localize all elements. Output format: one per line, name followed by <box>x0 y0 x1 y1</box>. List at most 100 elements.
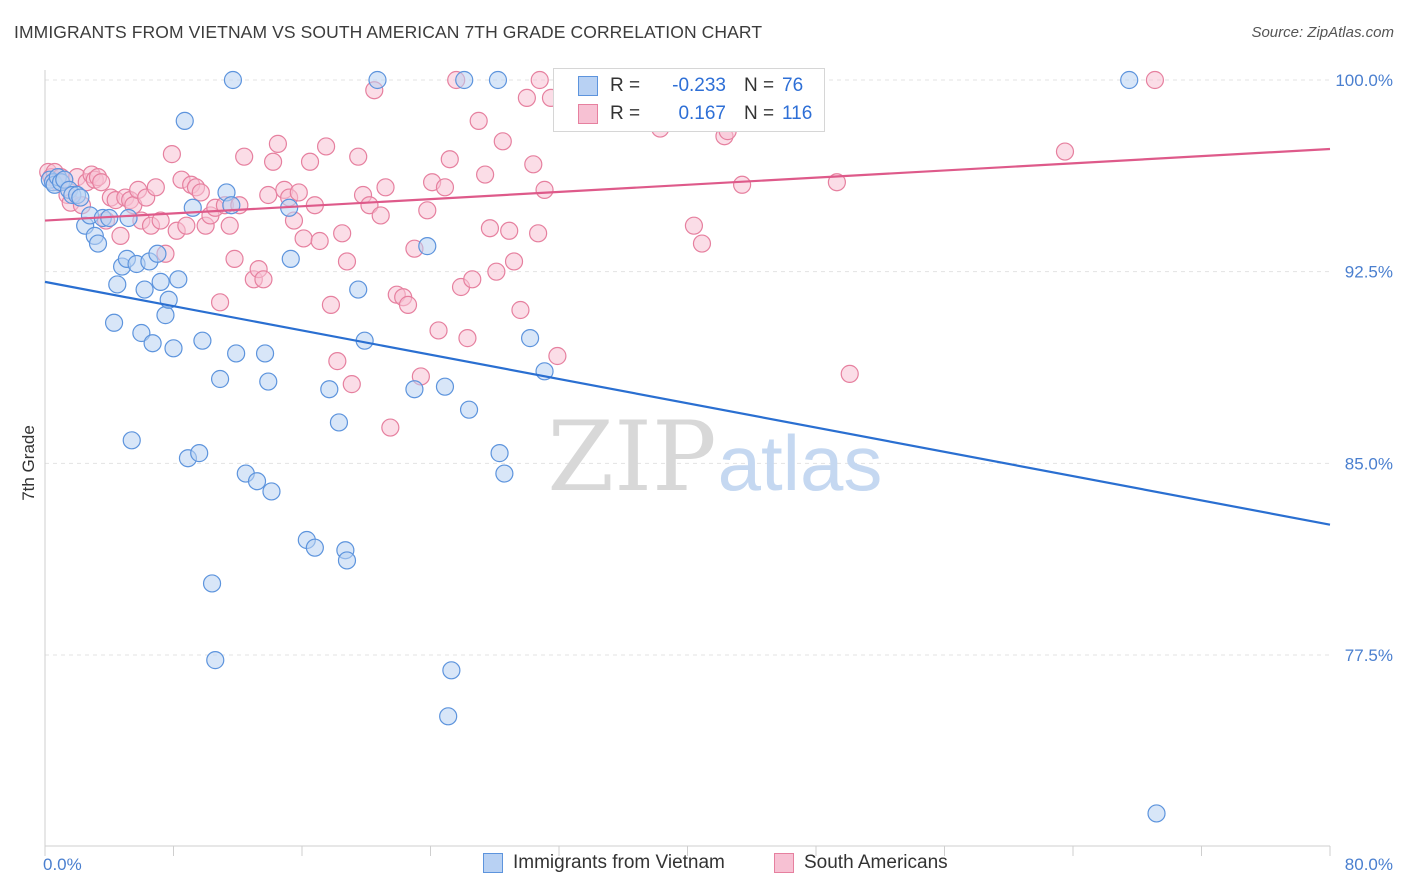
data-point <box>175 111 194 130</box>
data-point <box>463 270 482 289</box>
legend-n-value: 116 <box>782 103 813 124</box>
data-point <box>418 201 437 220</box>
data-point <box>329 413 349 432</box>
legend-r-value: 0.167 <box>678 103 726 124</box>
data-point <box>840 364 859 383</box>
data-point <box>294 229 313 248</box>
legend-r-label: R = <box>610 103 641 124</box>
watermark-atlas: atlas <box>718 419 883 507</box>
data-point <box>262 482 281 501</box>
data-point <box>321 295 341 314</box>
data-point <box>469 111 488 130</box>
y-tick-label: 100.0% <box>1335 71 1393 90</box>
data-point <box>71 188 90 207</box>
data-point <box>1055 142 1075 161</box>
data-point <box>289 183 308 202</box>
data-point <box>193 331 212 350</box>
data-point <box>371 206 390 225</box>
data-point <box>520 329 540 348</box>
data-point <box>1120 70 1139 90</box>
trend-line-blue <box>44 280 1331 526</box>
legend-n-label: N = <box>744 103 775 124</box>
data-point <box>143 334 162 353</box>
data-point <box>495 464 514 483</box>
data-point <box>225 249 244 268</box>
legend-item-label: Immigrants from Vietnam <box>513 852 725 873</box>
data-point <box>1147 804 1166 823</box>
data-point <box>268 134 288 153</box>
data-point <box>119 208 138 228</box>
data-point <box>235 147 254 166</box>
data-point <box>151 272 170 291</box>
data-point <box>1145 70 1165 90</box>
y-tick-label: 92.5% <box>1345 263 1393 282</box>
data-point <box>223 70 243 90</box>
correlation-legend: R = -0.233 N = 76 R = 0.167 N = 116 <box>553 68 825 132</box>
data-point <box>247 472 267 491</box>
data-point <box>517 88 536 107</box>
tick-labels: 77.5% 85.0% 92.5% 100.0% 0.0% 80.0% <box>43 71 1393 874</box>
data-point <box>435 178 455 197</box>
legend-item-vietnam[interactable]: Immigrants from Vietnam <box>483 852 725 874</box>
data-point <box>692 234 712 253</box>
data-point <box>429 321 448 340</box>
legend-r-label: R = <box>610 75 641 96</box>
data-point <box>310 231 329 251</box>
series-legend: Immigrants from Vietnam South Americans <box>0 852 1406 878</box>
data-point <box>405 380 424 399</box>
data-point <box>548 346 567 366</box>
data-point <box>169 270 188 289</box>
data-point <box>733 175 752 194</box>
data-point <box>92 173 111 192</box>
data-point <box>135 280 154 299</box>
data-point <box>418 237 437 256</box>
data-point <box>439 707 458 726</box>
data-point <box>476 165 495 184</box>
data-point <box>190 444 209 463</box>
data-point <box>827 173 846 192</box>
data-point <box>122 431 141 450</box>
data-point <box>202 574 222 593</box>
data-point <box>281 249 300 268</box>
data-point <box>227 344 246 363</box>
x-tick-label: 0.0% <box>43 855 82 874</box>
y-tick-label: 77.5% <box>1345 646 1393 665</box>
data-point <box>151 211 170 230</box>
data-point <box>254 270 273 289</box>
data-point <box>132 323 151 343</box>
legend-swatch-blue <box>483 853 503 873</box>
data-point <box>684 216 704 235</box>
data-point <box>368 70 387 90</box>
data-point <box>442 661 461 680</box>
data-point <box>259 372 278 391</box>
legend-n-value: 76 <box>782 75 804 96</box>
data-point <box>320 380 339 399</box>
data-point <box>300 152 320 171</box>
data-point <box>490 444 509 463</box>
data-point <box>255 344 275 363</box>
data-point <box>162 145 181 164</box>
legend-r-value: -0.233 <box>672 75 726 96</box>
data-point <box>316 137 336 156</box>
legend-row-vietnam: R = -0.233 N = 76 <box>554 72 803 100</box>
data-point <box>177 216 196 235</box>
points-vietnam <box>40 70 1166 823</box>
data-point <box>398 295 418 314</box>
x-tick-label: 80.0% <box>1345 855 1393 874</box>
data-point <box>435 377 455 396</box>
legend-item-south-americans[interactable]: South Americans <box>774 852 948 874</box>
data-point <box>263 152 283 171</box>
data-point <box>146 178 165 197</box>
legend-swatch-pink <box>578 104 598 124</box>
data-point <box>455 70 474 90</box>
data-point <box>156 306 175 325</box>
legend-row-south-americans: R = 0.167 N = 116 <box>554 100 812 128</box>
data-point <box>487 262 506 281</box>
data-point <box>305 538 324 557</box>
y-tick-label: 85.0% <box>1345 454 1393 473</box>
legend-swatch-blue <box>578 76 598 96</box>
data-point <box>111 226 130 245</box>
data-point <box>376 178 395 197</box>
data-point <box>529 224 548 243</box>
